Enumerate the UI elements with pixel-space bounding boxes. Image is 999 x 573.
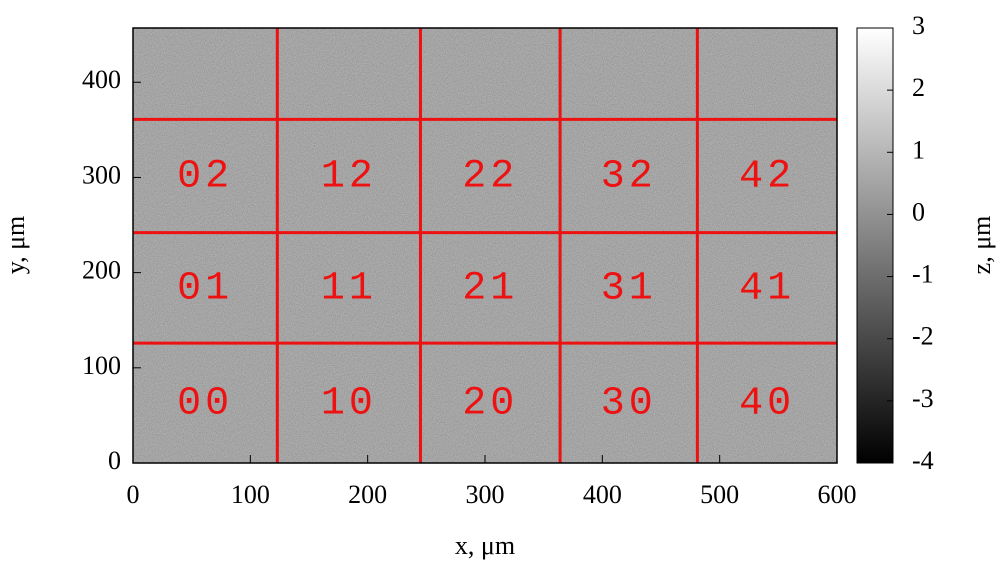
z-tick-label: 0 (912, 197, 925, 226)
cell-label: 41 (739, 266, 795, 311)
cell-label: 02 (177, 155, 233, 200)
x-tick-label: 300 (466, 480, 505, 509)
cell-label: 30 (601, 382, 657, 427)
cell-label: 11 (321, 266, 377, 311)
x-tick-label: 0 (127, 480, 140, 509)
cell-label: 42 (739, 155, 795, 200)
cell-label: 10 (321, 382, 377, 427)
cell-label: 40 (739, 382, 795, 427)
surface-image (133, 28, 837, 463)
cell-label: 20 (462, 382, 518, 427)
cell-label: 32 (601, 155, 657, 200)
x-tick-label: 600 (818, 480, 857, 509)
x-tick-label: 500 (700, 480, 739, 509)
z-tick-label: -4 (912, 446, 934, 475)
x-axis-label: x, μm (455, 531, 515, 560)
z-tick-label: 2 (912, 73, 925, 102)
y-tick-label: 200 (82, 256, 121, 285)
z-tick-label: 1 (912, 135, 925, 164)
z-tick-label: -1 (912, 260, 934, 289)
x-tick-label: 400 (583, 480, 622, 509)
cell-label: 01 (177, 266, 233, 311)
y-tick-label: 100 (82, 351, 121, 380)
y-tick-label: 0 (108, 446, 121, 475)
z-tick-label: 3 (912, 11, 925, 40)
y-axis-label: y, μm (1, 216, 30, 274)
y-tick-label: 300 (82, 160, 121, 189)
cell-label: 00 (177, 382, 233, 427)
y-tick-label: 400 (82, 65, 121, 94)
x-tick-label: 100 (231, 480, 270, 509)
x-tick-label: 200 (348, 480, 387, 509)
cell-label: 31 (601, 266, 657, 311)
z-tick-label: -3 (912, 384, 934, 413)
cell-label: 21 (462, 266, 518, 311)
z-tick-label: -2 (912, 322, 934, 351)
cell-label: 22 (462, 155, 518, 200)
cell-label: 12 (321, 155, 377, 200)
colorbar (856, 27, 894, 464)
z-axis-label: z, μm (967, 216, 996, 275)
